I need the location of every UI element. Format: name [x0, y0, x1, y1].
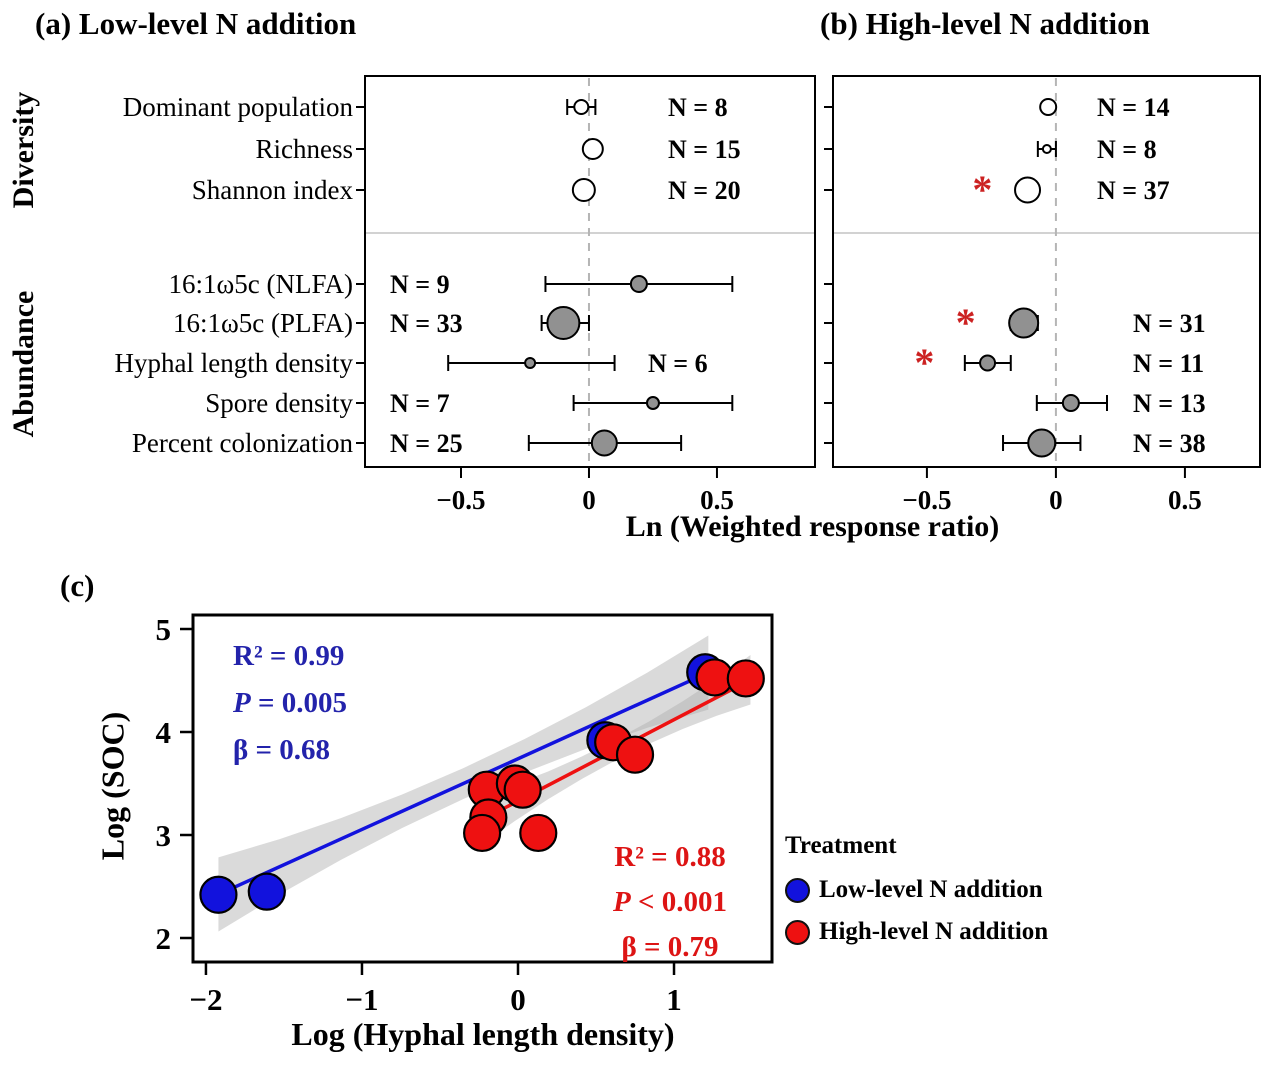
legend-color-dot: [785, 919, 810, 945]
regression-line: [217, 670, 710, 897]
effect-size-point: [1008, 307, 1040, 339]
scatter-point: [519, 813, 558, 853]
x-tick-label: −2: [189, 982, 222, 1017]
sample-size-label: N = 15: [668, 135, 741, 164]
forest-row-label: 16:1ω5c (PLFA): [172, 308, 353, 338]
forest-x-axis-label: Ln (Weighted response ratio): [625, 510, 1000, 543]
x-tick-label: −0.5: [902, 485, 951, 515]
sample-size-label: N = 31: [1133, 309, 1206, 338]
regression-stats-low: R² = 0.99 P = 0.005 β = 0.68: [233, 633, 347, 774]
effect-size-point: [546, 306, 581, 340]
panel-b-title: (b) High-level N addition: [820, 6, 1150, 41]
regression-stats-high: R² = 0.88 P < 0.001 β = 0.79: [568, 835, 772, 970]
stats-line: P < 0.001: [613, 886, 727, 918]
sample-size-label: N = 13: [1133, 389, 1206, 418]
sample-size-label: N = 8: [1097, 135, 1157, 164]
sample-size-label: N = 37: [1097, 176, 1170, 205]
significance-asterisk: *: [956, 300, 976, 345]
effect-size-point: [1014, 176, 1042, 204]
x-tick-label: 1: [666, 982, 682, 1017]
significance-asterisk: *: [914, 340, 934, 385]
y-tick-label: 2: [156, 921, 172, 956]
x-tick-label: −0.5: [436, 485, 485, 515]
stats-line: P = 0.005: [233, 687, 347, 719]
forest-row-label: Percent colonization: [131, 428, 353, 458]
scatter-point: [199, 875, 238, 914]
sample-size-label: N = 9: [390, 270, 450, 299]
scatter-point: [615, 735, 655, 774]
scatter-x-axis-label: Log (Hyphal length density): [291, 1016, 675, 1052]
y-tick-label: 5: [156, 612, 172, 647]
forest-row-label: 16:1ω5c (NLFA): [168, 269, 354, 299]
effect-size-point: [590, 429, 618, 457]
legend-title: Treatment: [785, 832, 897, 859]
panel-c-label: (c): [60, 568, 95, 603]
legend-item-label: Low-level N addition: [819, 876, 1043, 903]
stats-line: β = 0.79: [621, 931, 719, 963]
effect-size-point: [524, 357, 537, 369]
legend-item: High-level N addition: [785, 911, 1048, 953]
effect-size-point: [1061, 394, 1080, 412]
x-tick-label: 0: [510, 982, 526, 1017]
effect-size-point: [581, 138, 604, 160]
scatter-point: [503, 770, 542, 809]
stats-line: R² = 0.99: [233, 640, 345, 672]
effect-size-point: [1041, 144, 1052, 154]
sample-size-label: N = 14: [1097, 93, 1170, 122]
axis-group-label-abundance: Abundance: [7, 290, 40, 438]
legend-item-label: High-level N addition: [819, 918, 1049, 945]
effect-size-point: [979, 354, 997, 372]
forest-row-label: Shannon index: [191, 175, 353, 205]
legend: Treatment Low-level N addition High-level…: [785, 832, 1048, 953]
axis-group-label-diversity: Diversity: [7, 91, 40, 209]
forest-row-label: Dominant population: [122, 92, 353, 122]
y-tick-label: 4: [156, 715, 172, 750]
sample-size-label: N = 20: [668, 176, 741, 205]
effect-size-point: [1039, 98, 1058, 116]
x-tick-label: −1: [345, 982, 378, 1017]
x-tick-label: 0: [1049, 485, 1063, 515]
forest-panel-box: [832, 75, 1261, 468]
effect-size-point: [1027, 428, 1057, 458]
sample-size-label: N = 38: [1133, 429, 1206, 458]
effect-size-point: [571, 178, 596, 202]
effect-size-point: [573, 99, 590, 115]
sample-size-label: N = 33: [390, 309, 463, 338]
x-tick-label: 0.5: [1168, 485, 1202, 515]
scatter-point: [726, 659, 765, 698]
sample-size-label: N = 7: [390, 389, 450, 418]
sample-size-label: N = 8: [668, 93, 728, 122]
sample-size-label: N = 25: [390, 429, 463, 458]
effect-size-point: [645, 396, 660, 410]
effect-size-point: [629, 275, 648, 293]
forest-row-label: Richness: [255, 134, 354, 164]
panel-a-title: (a) Low-level N addition: [35, 6, 357, 41]
scatter-y-axis-label: Log (SOC): [94, 711, 131, 861]
legend-item: Low-level N addition: [785, 869, 1048, 911]
scatter-panel-box: [191, 613, 774, 964]
y-tick-label: 3: [156, 818, 172, 853]
forest-row-label: Spore density: [205, 388, 353, 418]
legend-items: Low-level N addition High-level N additio…: [785, 869, 1048, 953]
stats-line: β = 0.68: [233, 734, 331, 766]
x-tick-label: 0.5: [700, 485, 734, 515]
x-tick-label: 0: [582, 485, 596, 515]
scatter-point: [247, 872, 286, 911]
sample-size-label: N = 11: [1133, 349, 1204, 378]
sample-size-label: N = 6: [648, 349, 708, 378]
forest-row-label: Hyphal length density: [114, 348, 353, 378]
significance-asterisk: *: [972, 167, 992, 212]
scatter-point: [463, 813, 502, 853]
stats-line: R² = 0.88: [614, 841, 726, 873]
legend-color-dot: [785, 877, 810, 903]
